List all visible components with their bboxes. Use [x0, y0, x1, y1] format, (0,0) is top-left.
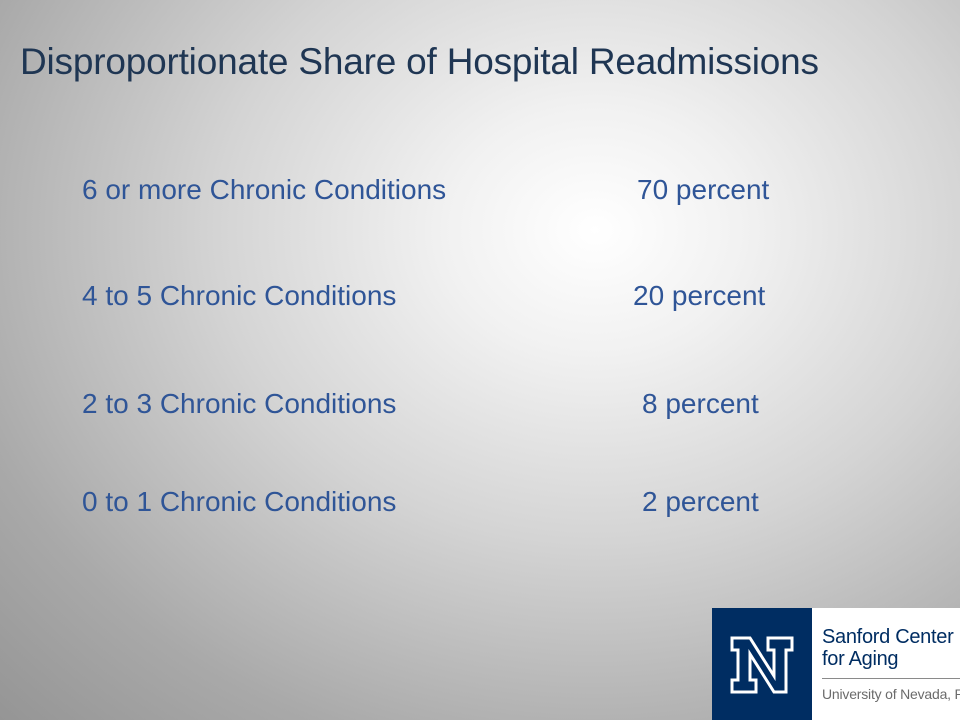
sanford-center-logo: Sanford Center for Aging University of N…	[712, 608, 960, 720]
conditions-label: 4 to 5 Chronic Conditions	[82, 280, 397, 311]
conditions-label: 6 or more Chronic Conditions	[82, 174, 447, 205]
conditions-label: 2 to 3 Chronic Conditions	[82, 388, 397, 419]
center-name-line-2: for Aging	[822, 648, 899, 670]
list-item: 4 to 5 Chronic Conditions 20 percent	[82, 276, 842, 316]
percent-value: 20 percent	[633, 280, 766, 311]
slide-title: Disproportionate Share of Hospital Readm…	[20, 41, 819, 82]
percent-value: 8 percent	[642, 388, 759, 419]
list-item: 6 or more Chronic Conditions 70 percent	[82, 170, 842, 210]
list-item: 2 to 3 Chronic Conditions 8 percent	[82, 384, 842, 424]
university-name: University of Nevada, Reno	[822, 686, 960, 702]
percent-value: 2 percent	[642, 486, 759, 517]
conditions-label: 0 to 1 Chronic Conditions	[82, 486, 397, 517]
list-item: 0 to 1 Chronic Conditions 2 percent	[82, 482, 842, 522]
logo-divider	[822, 678, 960, 679]
center-name: Sanford Center for Aging	[822, 626, 954, 670]
center-name-line-1: Sanford Center	[822, 626, 954, 648]
percent-value: 70 percent	[637, 174, 770, 205]
university-n-icon	[712, 608, 812, 720]
